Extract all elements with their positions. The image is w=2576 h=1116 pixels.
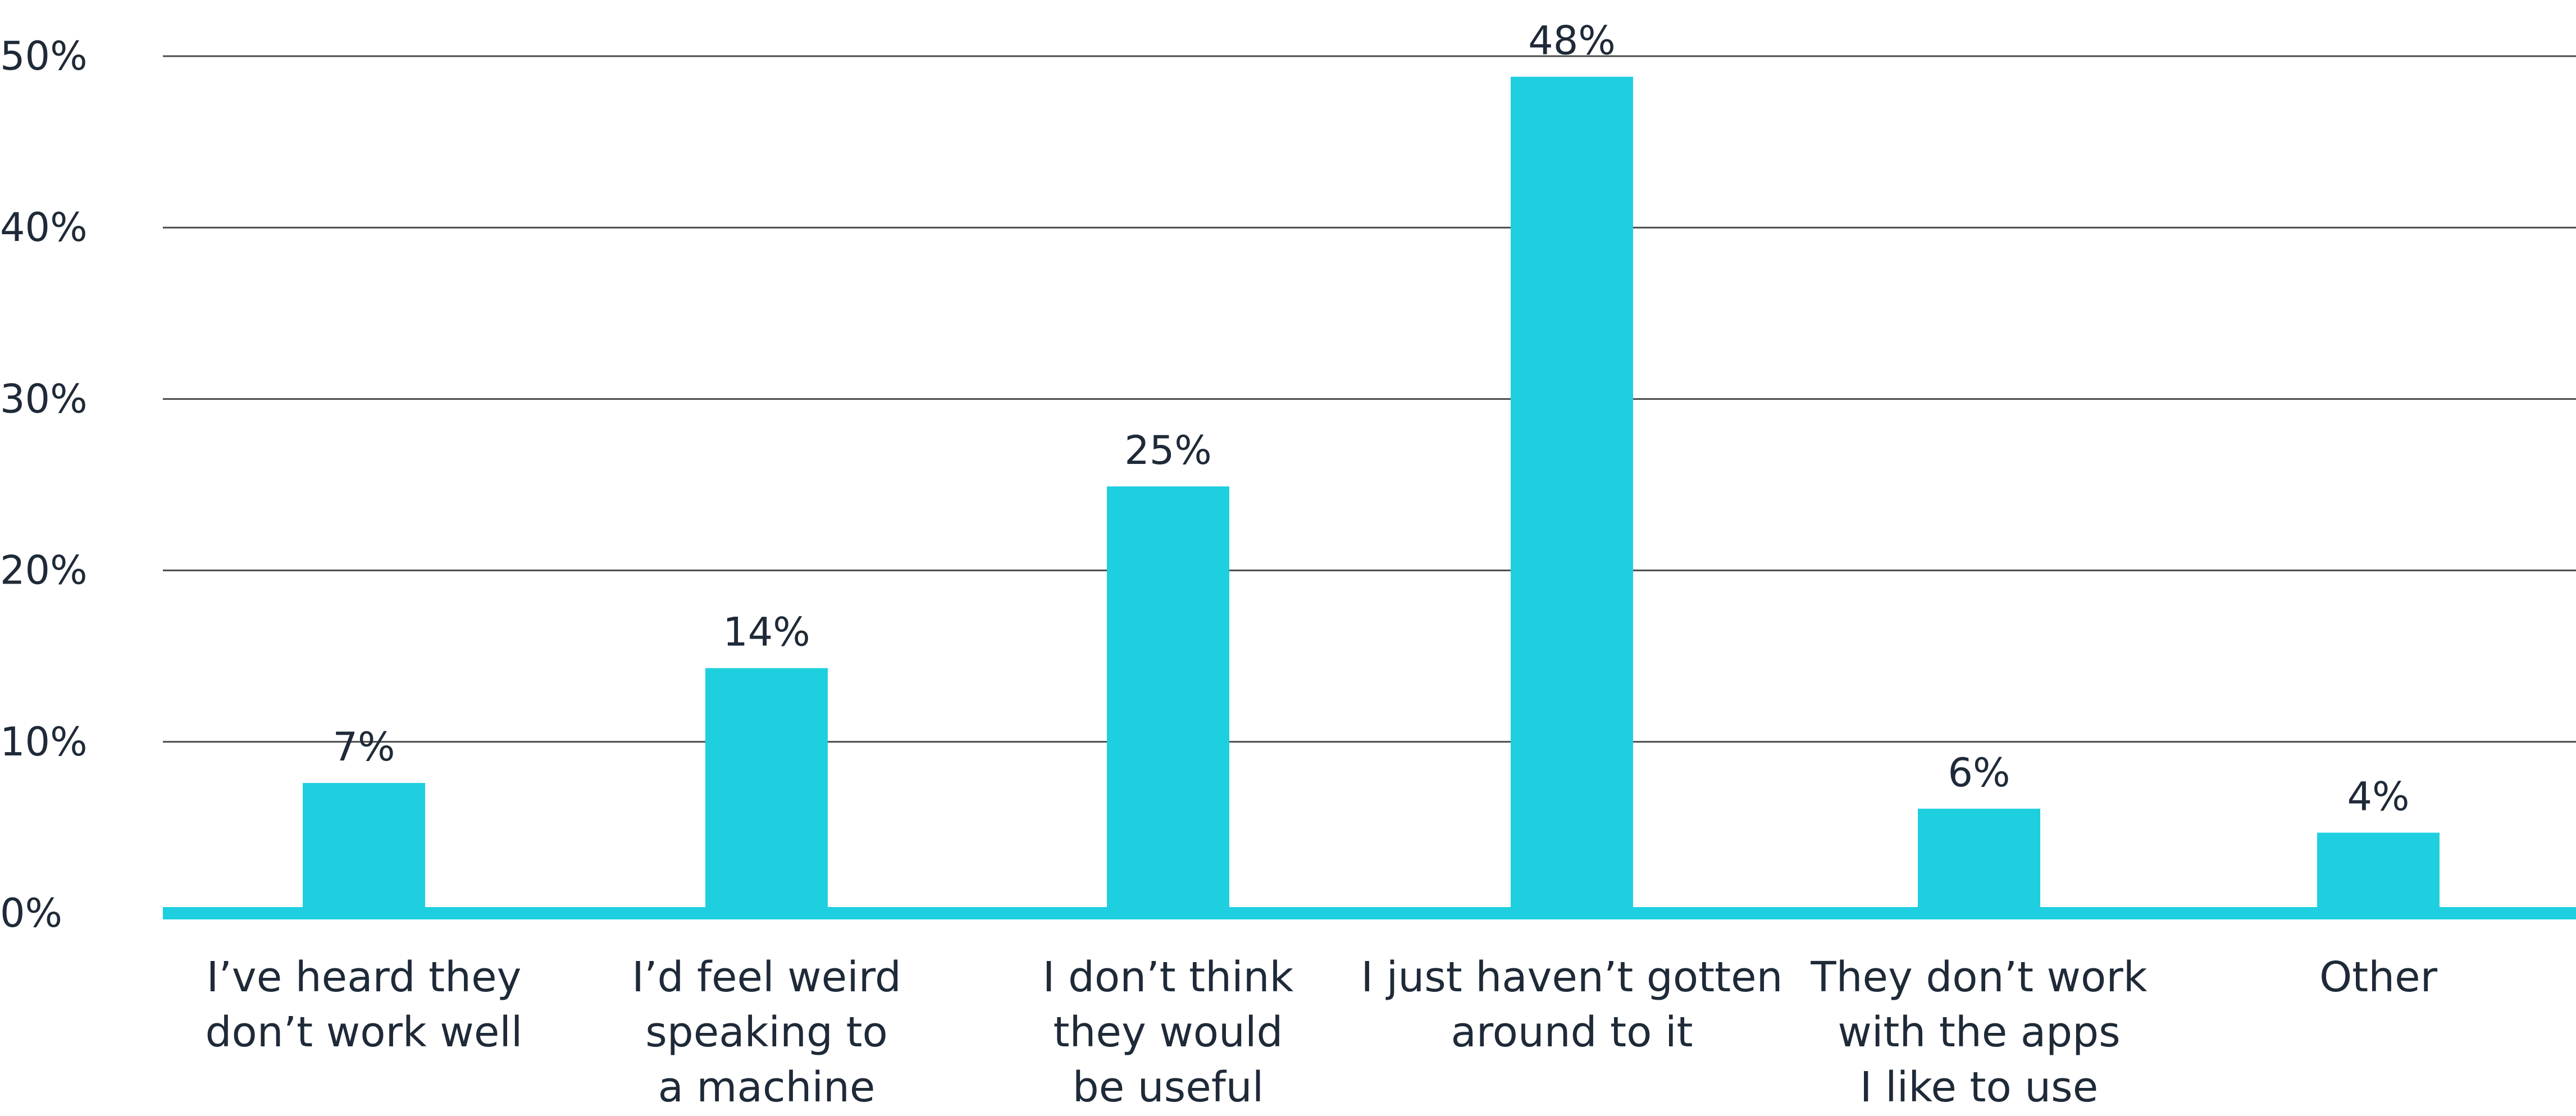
y-axis: 0% 10% 20% 30% 40% 50%: [0, 33, 88, 936]
data-label: 6%: [1948, 750, 2010, 796]
bar: [1511, 76, 1633, 913]
data-labels: 7% 14% 25% 48% 6% 4%: [332, 18, 2409, 820]
y-tick-label: 20%: [0, 548, 88, 594]
bars: [303, 76, 2440, 913]
data-label: 25%: [1124, 427, 1212, 473]
x-tick-label: I just haven’t gotten around to it: [1361, 953, 1782, 1056]
data-label: 7%: [332, 724, 395, 770]
bar: [1918, 808, 2040, 913]
bar: [303, 783, 425, 913]
data-label: 48%: [1528, 18, 1616, 64]
baseline-band: [163, 907, 2576, 919]
bar: [705, 668, 828, 913]
x-axis: I’ve heard they don’t work well I’d feel w…: [206, 953, 2438, 1112]
x-tick-label: They don’t work with the apps I like to us…: [1810, 953, 2147, 1112]
x-tick-label: Other: [2319, 953, 2438, 1001]
data-label: 14%: [723, 609, 810, 655]
y-tick-label: 30%: [0, 376, 88, 422]
y-tick-label: 10%: [0, 719, 88, 765]
y-tick-label: 50%: [0, 33, 88, 79]
data-label: 4%: [2347, 774, 2409, 820]
y-tick-label: 0%: [0, 890, 62, 936]
x-tick-label: I don’t think they would be useful: [1043, 953, 1294, 1112]
y-tick-label: 40%: [0, 204, 88, 250]
bar: [2317, 832, 2440, 913]
gridlines: [163, 55, 2576, 743]
x-tick-label: I’d feel weird speaking to a machine: [632, 953, 901, 1112]
bar: [1107, 486, 1229, 913]
x-tick-label: I’ve heard they don’t work well: [206, 953, 523, 1056]
